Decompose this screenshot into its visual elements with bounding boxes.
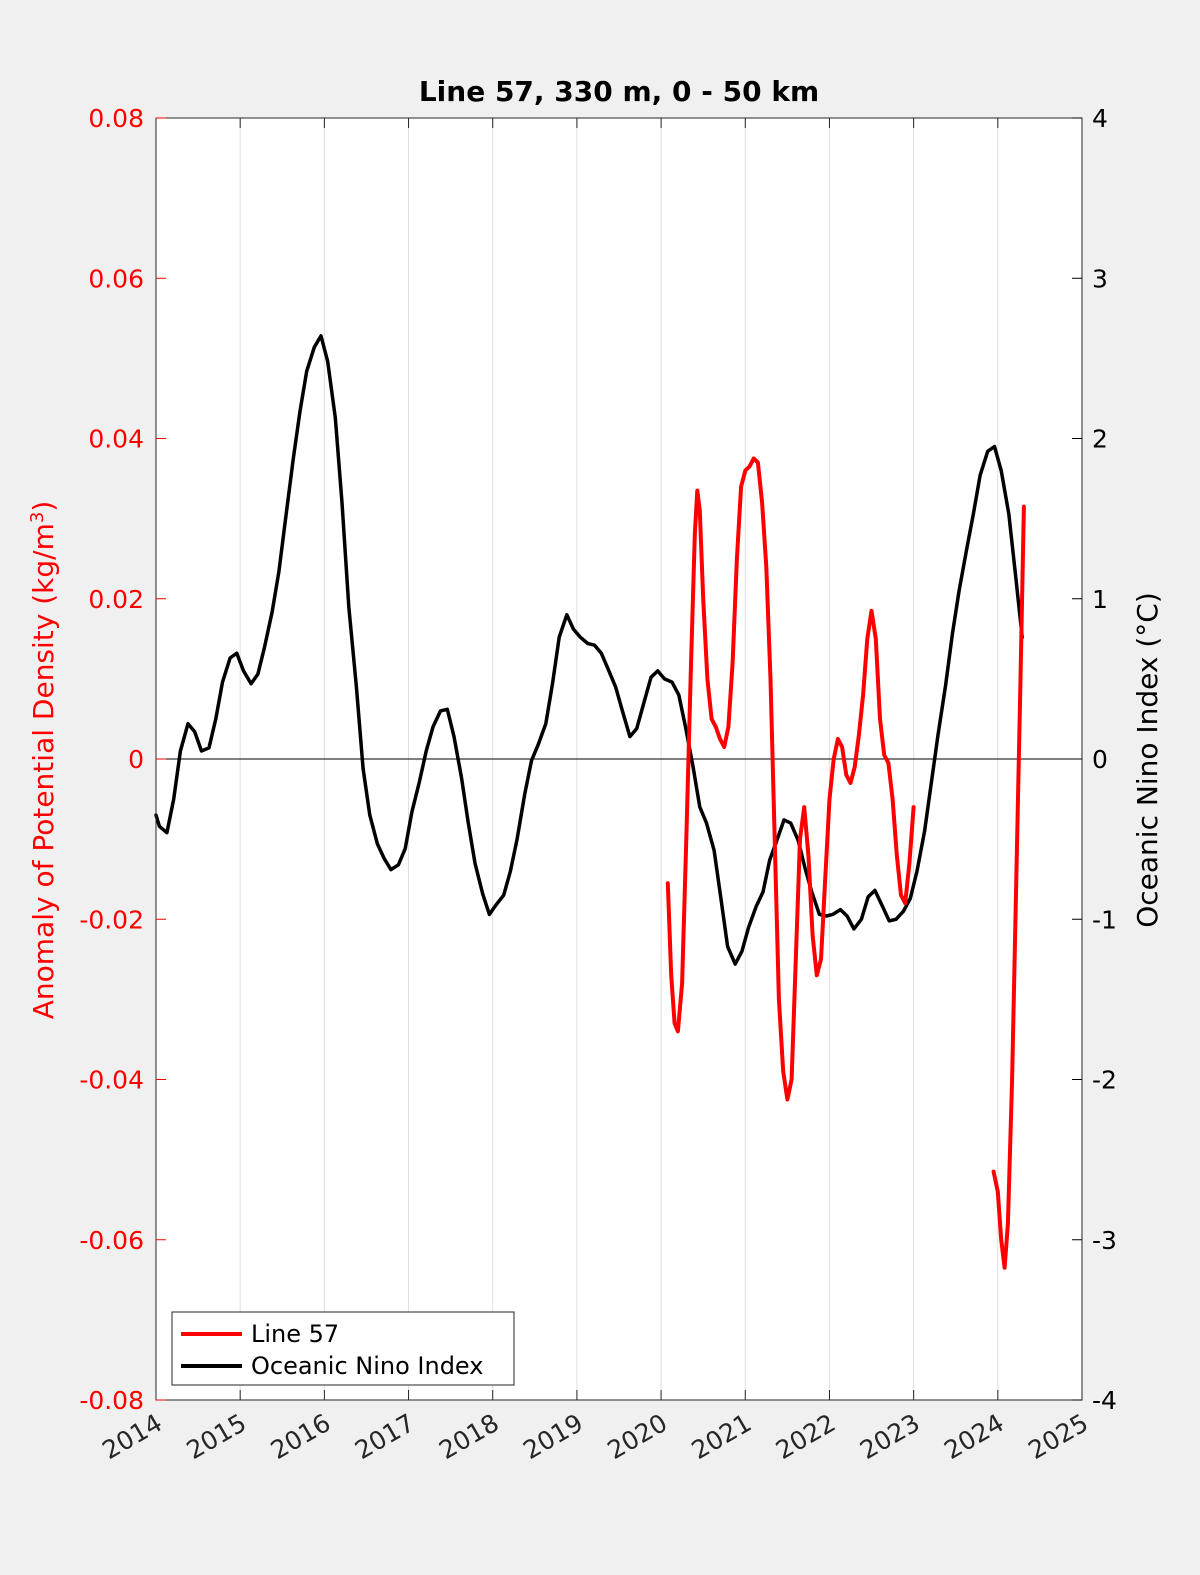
left-y-tick-label--0.04: -0.04 xyxy=(79,1066,144,1095)
left-y-tick-label-0.02: 0.02 xyxy=(88,585,144,614)
series-line-oceanic-nino-index-segment-0 xyxy=(154,334,1024,966)
legend-box xyxy=(171,1311,515,1386)
left-y-axis-label-text: Anomaly of Potential Density (kg/m xyxy=(27,523,60,1019)
right-y-tick-label-4: 4 xyxy=(1092,104,1108,133)
left-y-axis-label: Anomaly of Potential Density (kg/m3) xyxy=(27,501,60,1020)
series-line-line-57-segment-0 xyxy=(665,456,916,1102)
left-y-tick-label-0.04: 0.04 xyxy=(88,425,144,454)
left-y-tick-label--0.06: -0.06 xyxy=(79,1226,144,1255)
left-y-tick-label-0: 0 xyxy=(128,745,144,774)
right-y-tick-label-3: 3 xyxy=(1092,264,1108,293)
right-y-axis-label: Oceanic Nino Index (°C) xyxy=(1131,592,1164,928)
right-y-tick-label-2: 2 xyxy=(1092,425,1108,454)
legend-label-line-57: Line 57 xyxy=(251,1320,339,1348)
series-line-line-57-segment-1 xyxy=(991,504,1026,1270)
legend-label-oceanic-nino-index: Oceanic Nino Index xyxy=(251,1352,483,1380)
left-y-axis-label-sup: 3 xyxy=(27,512,48,523)
left-y-axis: -0.08 -0.06 -0.04 -0.02 0 0.02 0.04 0.06 0.08 xyxy=(79,104,166,1415)
left-y-tick-label--0.02: -0.02 xyxy=(79,905,144,934)
right-y-tick-label--1: -1 xyxy=(1092,905,1117,934)
chart-title: Line 57, 330 m, 0 - 50 km xyxy=(419,75,819,108)
legend: Line 57 Oceanic Nino Index xyxy=(171,1311,515,1386)
series-layer xyxy=(154,334,1026,1270)
right-y-tick-label--3: -3 xyxy=(1092,1226,1117,1255)
right-y-tick-label--2: -2 xyxy=(1092,1066,1117,1095)
right-y-tick-label-0: 0 xyxy=(1092,745,1108,774)
right-y-axis: -4 -3 -2 -1 0 1 2 3 4 xyxy=(1072,104,1117,1415)
left-y-tick-label-0.06: 0.06 xyxy=(88,264,144,293)
right-y-tick-label--4: -4 xyxy=(1092,1386,1117,1415)
left-y-axis-label-close: ) xyxy=(27,501,60,512)
left-y-tick-label--0.08: -0.08 xyxy=(79,1386,144,1415)
left-y-tick-label-0.08: 0.08 xyxy=(88,104,144,133)
right-y-tick-label-1: 1 xyxy=(1092,585,1108,614)
